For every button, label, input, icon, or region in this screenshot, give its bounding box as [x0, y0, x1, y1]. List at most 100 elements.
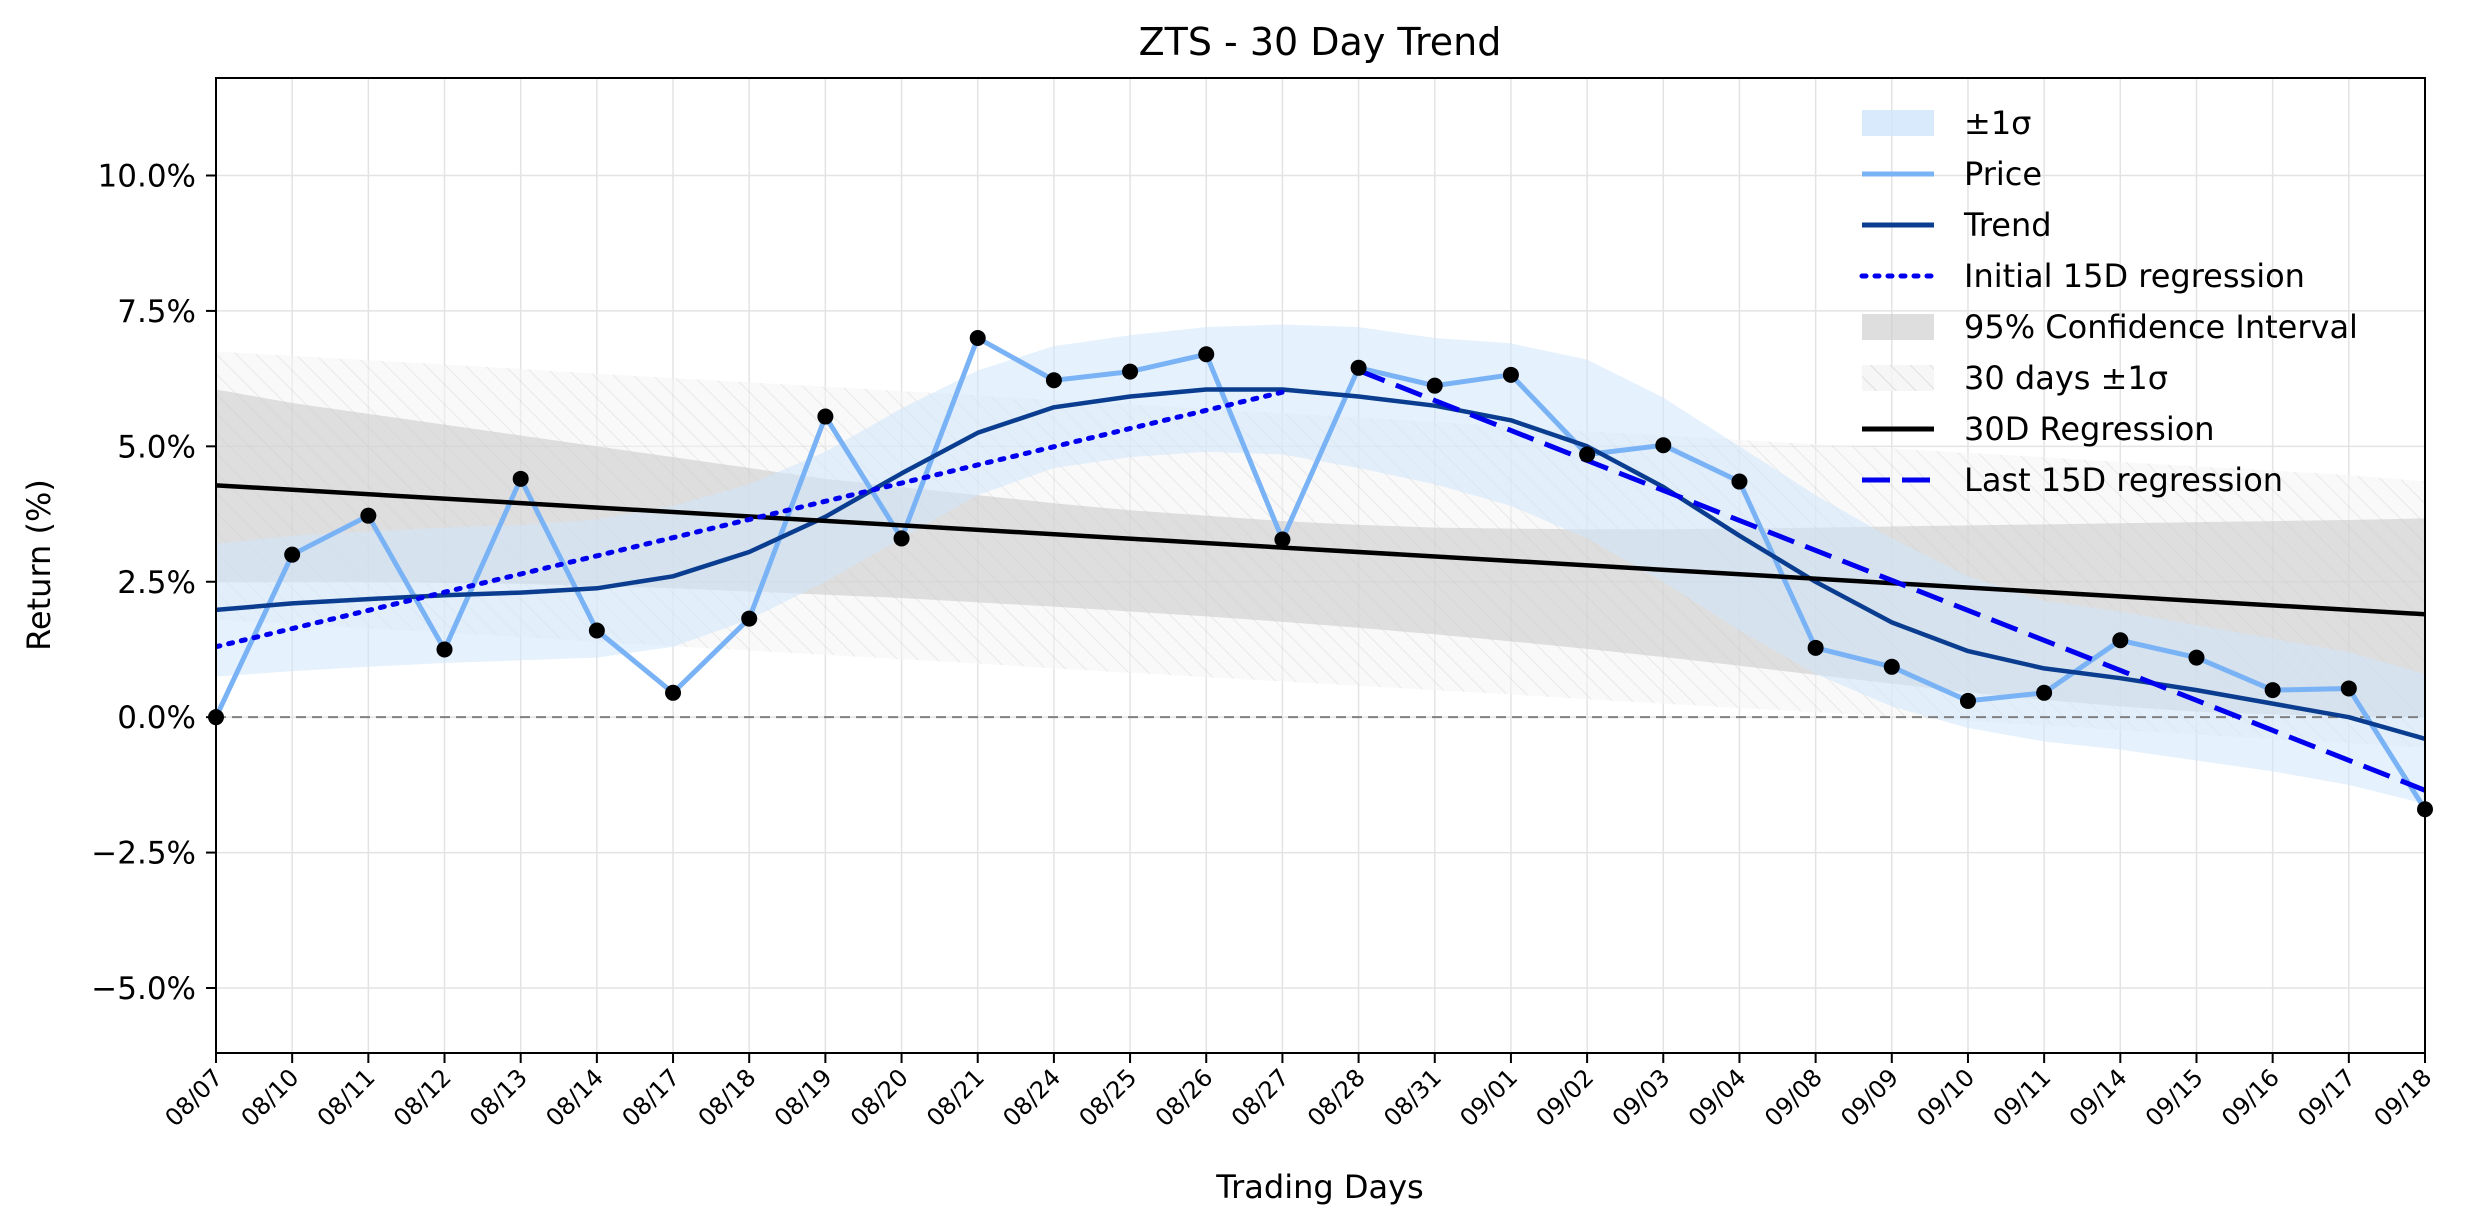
series-trend-line — [216, 387, 2425, 741]
price-point — [665, 684, 682, 701]
legend-label: 30D Regression — [1964, 410, 2215, 448]
legend-label: Last 15D regression — [1964, 461, 2283, 499]
price-point — [284, 546, 301, 563]
price-point — [1426, 377, 1443, 394]
x-tick-label: 08/13 — [464, 1063, 533, 1132]
legend-swatch-30-days-sigma — [1862, 365, 1934, 391]
series-lines — [216, 335, 2425, 811]
price-point — [588, 622, 605, 639]
x-tick-label: 08/10 — [236, 1063, 305, 1132]
price-point — [436, 641, 453, 658]
price-point — [1350, 359, 1367, 376]
price-point — [893, 530, 910, 547]
x-tick-label: 08/31 — [1378, 1063, 1447, 1132]
legend-item: ±1σ — [1862, 104, 2031, 142]
price-point — [2188, 649, 2205, 666]
legend-swatch-sigma — [1862, 110, 1934, 136]
x-tick-label: 09/02 — [1531, 1063, 1600, 1132]
legend-label: ±1σ — [1964, 104, 2031, 142]
x-tick-label: 08/28 — [1302, 1063, 1371, 1132]
y-axis-label: Return (%) — [20, 479, 58, 651]
x-tick-label: 09/11 — [1988, 1063, 2057, 1132]
price-point — [1198, 346, 1215, 363]
series-price-line — [216, 335, 2425, 811]
chart-title: ZTS - 30 Day Trend — [1139, 20, 1502, 64]
x-tick-label: 08/20 — [845, 1063, 914, 1132]
x-tick-label: 08/19 — [769, 1063, 838, 1132]
y-tick-label: 7.5% — [117, 294, 196, 330]
legend: ±1σ Price Trend Initial 15D regression 95% C… — [1859, 104, 2358, 499]
x-tick-label: 08/12 — [388, 1063, 457, 1132]
x-tick-label: 08/17 — [617, 1063, 686, 1132]
legend-item: 95% Confidence Interval — [1862, 308, 2358, 346]
x-tick-label: 09/04 — [1683, 1063, 1752, 1132]
price-point — [1274, 531, 1291, 548]
x-axis-label: Trading Days — [1215, 1168, 1423, 1206]
x-tick-label: 09/18 — [2369, 1063, 2438, 1132]
price-point — [969, 330, 986, 346]
x-tick-label: 09/14 — [2064, 1063, 2133, 1132]
x-tick-label: 08/27 — [1226, 1063, 1295, 1132]
price-point — [1655, 437, 1672, 454]
price-point — [1731, 473, 1748, 490]
price-point — [2036, 684, 2053, 701]
x-tick-label: 09/01 — [1454, 1063, 1523, 1132]
x-tick-label: 08/07 — [160, 1063, 229, 1132]
price-point — [1122, 363, 1139, 380]
price-point — [817, 408, 834, 425]
legend-item: Initial 15D regression — [1859, 257, 2305, 295]
legend-item: Last 15D regression — [1862, 461, 2283, 499]
y-tick-label: −5.0% — [91, 971, 196, 1007]
y-tick-label: −2.5% — [91, 836, 196, 872]
legend-label: Initial 15D regression — [1964, 257, 2305, 295]
legend-label: Trend — [1963, 206, 2052, 244]
price-point — [1502, 366, 1519, 383]
series-30d-regression-line — [216, 483, 2425, 617]
x-tick-label: 08/21 — [921, 1063, 990, 1132]
y-tick-label: 2.5% — [117, 565, 196, 601]
x-tick-label: 08/24 — [997, 1063, 1066, 1132]
legend-item: Trend — [1862, 206, 2052, 244]
price-point — [1807, 639, 1824, 656]
price-markers — [208, 330, 2433, 818]
price-point — [1045, 372, 1062, 389]
x-tick-label: 09/03 — [1607, 1063, 1676, 1132]
legend-item: Price — [1862, 155, 2042, 193]
legend-label: 95% Confidence Interval — [1964, 308, 2358, 346]
price-point — [512, 470, 529, 487]
price-point — [2264, 682, 2281, 699]
series-last-15d-regression-line — [1357, 368, 2425, 793]
plot-frame — [215, 77, 2426, 1054]
x-tick-label: 08/18 — [693, 1063, 762, 1132]
x-tick-label: 08/26 — [1150, 1063, 1219, 1132]
legend-label: Price — [1964, 155, 2042, 193]
x-tick-label: 09/15 — [2140, 1063, 2209, 1132]
x-axis: 08/07 08/10 08/11 08/12 08/13 08/14 08/17 08/18… — [160, 1053, 2438, 1132]
x-tick-label: 09/08 — [1759, 1063, 1828, 1132]
price-point — [1883, 658, 1900, 675]
legend-label: 30 days ±1σ — [1964, 359, 2168, 397]
legend-item: 30D Regression — [1862, 410, 2215, 448]
x-tick-label: 09/16 — [2216, 1063, 2285, 1132]
x-tick-label: 08/25 — [1074, 1063, 1143, 1132]
x-tick-label: 09/17 — [2292, 1063, 2361, 1132]
price-point — [2340, 680, 2357, 697]
series-initial-15d-regression-line — [216, 389, 1285, 650]
legend-swatch-confidence-interval — [1862, 314, 1934, 340]
price-point — [2112, 632, 2129, 649]
x-tick-label: 09/09 — [1835, 1063, 1904, 1132]
price-point — [1579, 446, 1596, 463]
price-point — [741, 610, 758, 627]
y-tick-label: 0.0% — [117, 700, 196, 736]
y-tick-label: 10.0% — [98, 159, 196, 195]
x-tick-label: 08/11 — [312, 1063, 381, 1132]
y-axis: −5.0% −2.5% 0.0% 2.5% 5.0% 7.5% 10.0% — [91, 159, 216, 1007]
y-tick-label: 5.0% — [117, 429, 196, 465]
price-point — [1959, 692, 1976, 709]
x-tick-label: 08/14 — [540, 1063, 609, 1132]
legend-item: 30 days ±1σ — [1862, 359, 2168, 397]
price-point — [360, 507, 377, 524]
band-sigma — [216, 324, 2425, 804]
